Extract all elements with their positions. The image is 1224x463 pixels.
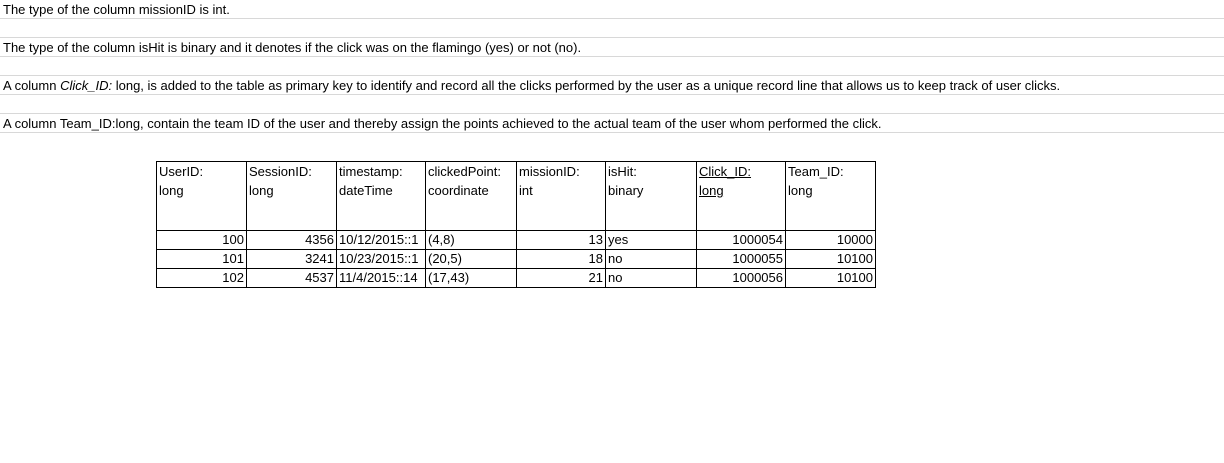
header-teamid: Team_ID:long	[785, 161, 876, 231]
cell-teamid: 10100	[785, 268, 876, 288]
table-row: 102 4537 11/4/2015::14 (17,43) 21 no 100…	[156, 268, 876, 288]
cell-timestamp: 11/4/2015::14	[336, 268, 426, 288]
table-row: 100 4356 10/12/2015::1 (4,8) 13 yes 1000…	[156, 230, 876, 250]
cell-timestamp: 10/23/2015::1	[336, 249, 426, 269]
note-missionid-text: The type of the column missionID is int.	[3, 2, 230, 17]
header-type: binary	[608, 183, 644, 198]
cell-userid: 102	[156, 268, 247, 288]
note-missionid: The type of the column missionID is int.	[0, 0, 1224, 19]
header-clickedpoint: clickedPoint: coordinate	[425, 161, 517, 231]
cell-teamid: 10000	[785, 230, 876, 250]
cell-clickid: 1000056	[696, 268, 786, 288]
cell-clickedpoint: (20,5)	[425, 249, 517, 269]
note-teamid-text: A column Team_ID:long, contain the team …	[3, 116, 882, 131]
cell-sessionid: 4356	[246, 230, 337, 250]
header-label: isHit:	[608, 164, 637, 179]
header-label: UserID:	[159, 164, 204, 179]
note-ishit: The type of the column isHit is binary a…	[0, 38, 1224, 57]
header-clickid: Click_ID:long	[696, 161, 786, 231]
cell-teamid: 10100	[785, 249, 876, 269]
cell-clickid: 1000054	[696, 230, 786, 250]
note-clickid: A column Click_ID: long, is added to the…	[0, 76, 1224, 95]
cell-timestamp: 10/12/2015::1	[336, 230, 426, 250]
header-label: timestamp:	[339, 164, 403, 179]
cell-userid: 100	[156, 230, 247, 250]
header-label: Click_ID:	[699, 164, 752, 179]
sheet-empty-row	[0, 95, 1224, 114]
cell-sessionid: 4537	[246, 268, 337, 288]
sheet-empty-row	[0, 57, 1224, 76]
header-type: dateTime	[339, 183, 393, 198]
header-type: coordinate	[428, 183, 489, 198]
header-type: long	[788, 183, 813, 198]
header-label: missionID:	[519, 164, 580, 179]
header-label: Team_ID:	[788, 164, 844, 179]
header-label: clickedPoint:	[428, 164, 501, 179]
cell-ishit: yes	[605, 230, 697, 250]
header-missionid: missionID: int	[516, 161, 606, 231]
note-clickid-suffix: long, is added to the table as primary k…	[112, 78, 1061, 93]
note-clickid-italic: Click_ID:	[60, 78, 113, 93]
cell-ishit: no	[605, 249, 697, 269]
cell-userid: 101	[156, 249, 247, 269]
header-type: int	[519, 183, 533, 198]
clicks-table: UserID: long SessionID: long timestamp: dat…	[156, 161, 876, 288]
note-clickid-prefix: A column	[3, 78, 61, 93]
cell-missionid: 13	[516, 230, 606, 250]
cell-sessionid: 3241	[246, 249, 337, 269]
header-label: SessionID:	[249, 164, 312, 179]
cell-clickid: 1000055	[696, 249, 786, 269]
note-ishit-text: The type of the column isHit is binary a…	[3, 40, 582, 55]
header-type: long	[699, 183, 724, 198]
table-header-row: UserID: long SessionID: long timestamp: dat…	[156, 161, 876, 231]
table-row: 101 3241 10/23/2015::1 (20,5) 18 no 1000…	[156, 249, 876, 269]
cell-missionid: 21	[516, 268, 606, 288]
header-type: long	[159, 183, 184, 198]
note-teamid: A column Team_ID:long, contain the team …	[0, 114, 1224, 133]
header-timestamp: timestamp: dateTime	[336, 161, 426, 231]
header-sessionid: SessionID: long	[246, 161, 337, 231]
cell-ishit: no	[605, 268, 697, 288]
sheet-empty-row	[0, 19, 1224, 38]
header-userid: UserID: long	[156, 161, 247, 231]
cell-clickedpoint: (17,43)	[425, 268, 517, 288]
header-ishit: isHit: binary	[605, 161, 697, 231]
header-type: long	[249, 183, 274, 198]
cell-clickedpoint: (4,8)	[425, 230, 517, 250]
cell-missionid: 18	[516, 249, 606, 269]
